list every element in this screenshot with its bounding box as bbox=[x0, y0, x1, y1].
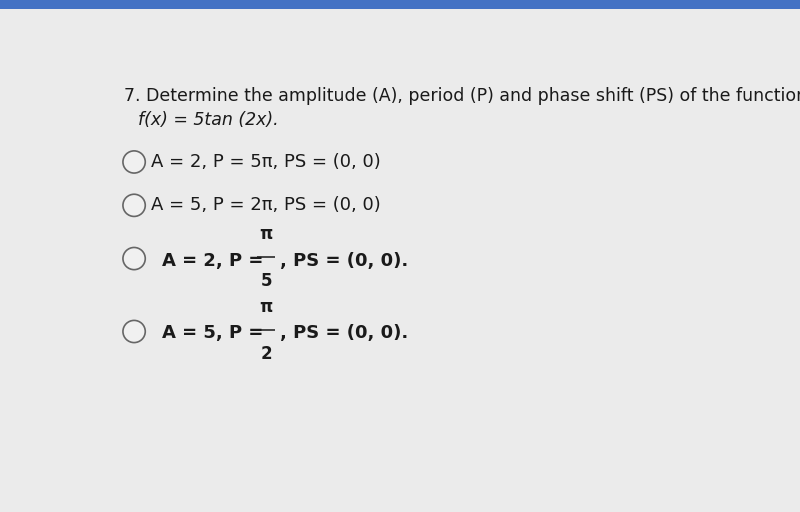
Text: A = 2, P = 5π, PS = (0, 0): A = 2, P = 5π, PS = (0, 0) bbox=[151, 153, 381, 171]
Ellipse shape bbox=[123, 321, 146, 343]
Text: , PS = (0, 0).: , PS = (0, 0). bbox=[281, 251, 409, 269]
Text: A = 2, P =: A = 2, P = bbox=[162, 251, 270, 269]
Text: 2: 2 bbox=[260, 345, 272, 364]
Text: f(x) = 5tan (2x).: f(x) = 5tan (2x). bbox=[138, 111, 279, 129]
Text: A = 5, P =: A = 5, P = bbox=[162, 325, 270, 343]
Text: π: π bbox=[259, 297, 273, 316]
Ellipse shape bbox=[123, 151, 146, 173]
Ellipse shape bbox=[123, 247, 146, 270]
Text: A = 5, P = 2π, PS = (0, 0): A = 5, P = 2π, PS = (0, 0) bbox=[151, 196, 381, 215]
Text: 7. Determine the amplitude (A), period (P) and phase shift (PS) of the function: 7. Determine the amplitude (A), period (… bbox=[123, 87, 800, 105]
Text: , PS = (0, 0).: , PS = (0, 0). bbox=[281, 325, 409, 343]
Text: 5: 5 bbox=[261, 272, 272, 290]
Ellipse shape bbox=[123, 194, 146, 217]
Text: π: π bbox=[259, 225, 273, 243]
